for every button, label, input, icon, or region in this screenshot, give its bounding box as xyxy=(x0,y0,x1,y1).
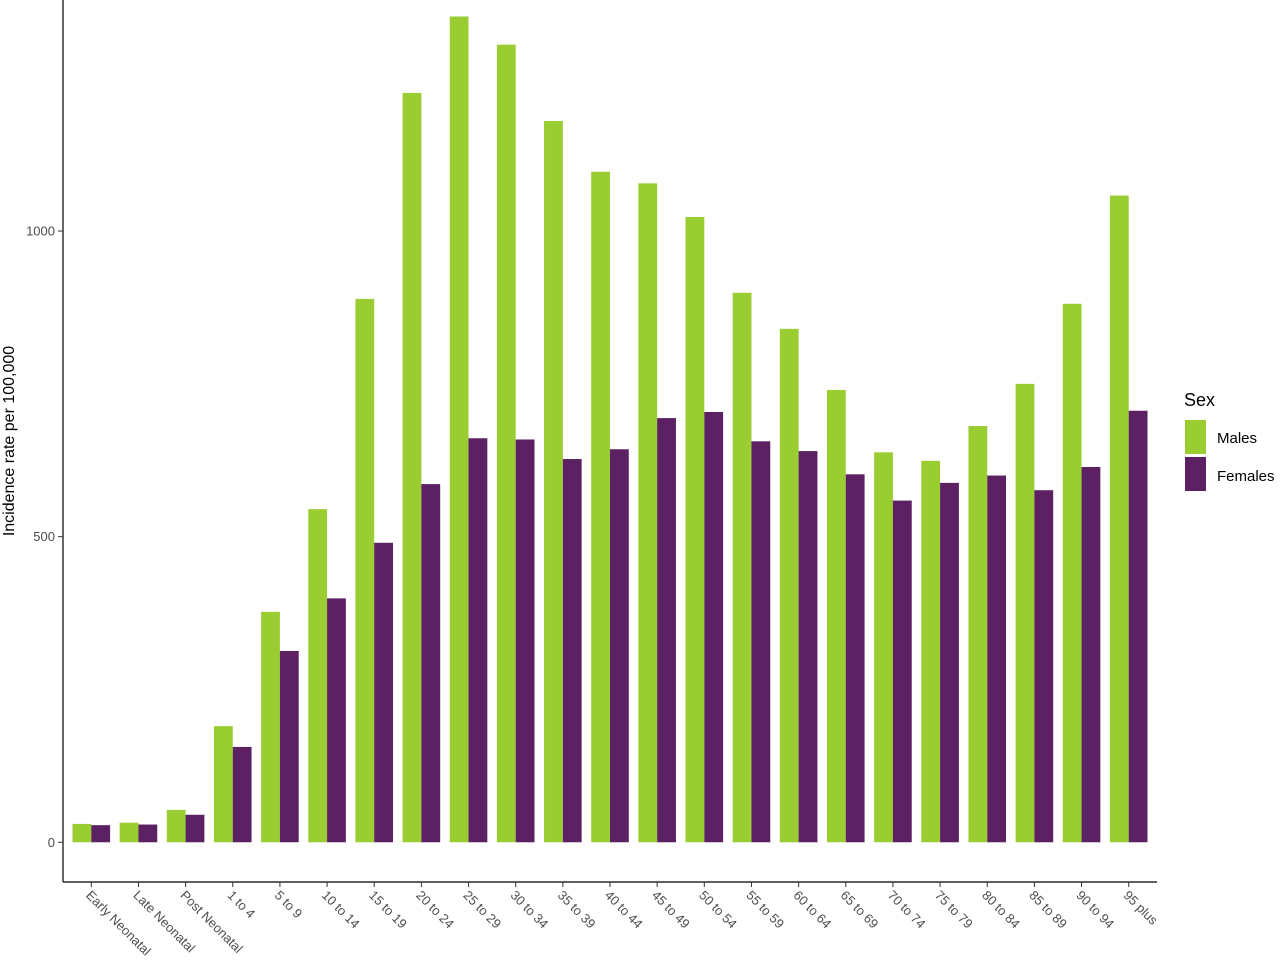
bar-males-12 xyxy=(638,183,658,843)
x-tick-label-21: 90 to 94 xyxy=(1073,888,1117,932)
legend: Sex Males Females xyxy=(1184,390,1275,491)
x-tick-label-4: 5 to 9 xyxy=(272,888,306,922)
bar-females-0 xyxy=(91,825,111,843)
x-tick-label-16: 65 to 69 xyxy=(838,888,882,932)
bar-females-3 xyxy=(232,746,252,843)
x-tick-label-20: 85 to 89 xyxy=(1026,888,1070,932)
bar-males-21 xyxy=(1062,303,1082,843)
y-axis-title: Incidence rate per 100,000 xyxy=(1,346,18,536)
x-tick-label-19: 80 to 84 xyxy=(979,888,1023,932)
x-tick-label-6: 15 to 19 xyxy=(366,888,410,932)
bar-females-19 xyxy=(987,475,1007,843)
bar-males-4 xyxy=(261,611,280,843)
bar-females-9 xyxy=(515,439,535,843)
bar-females-11 xyxy=(610,449,629,843)
bar-males-15 xyxy=(779,328,799,843)
bar-females-17 xyxy=(892,500,912,843)
bar-females-15 xyxy=(798,451,818,843)
y-tick-label-1: 500 xyxy=(33,529,55,544)
x-tick-label-8: 25 to 29 xyxy=(460,888,504,932)
x-tick-label-3: 1 to 4 xyxy=(225,888,259,922)
x-tick-label-22: 95 plus xyxy=(1121,888,1162,929)
x-tick-label-15: 60 to 64 xyxy=(790,888,834,932)
bar-females-21 xyxy=(1081,466,1101,843)
bar-females-6 xyxy=(374,542,394,843)
bar-males-8 xyxy=(449,16,469,843)
bar-females-2 xyxy=(185,814,205,843)
bar-males-3 xyxy=(213,726,233,843)
x-tick-label-9: 30 to 34 xyxy=(508,888,552,932)
bar-males-1 xyxy=(119,822,139,843)
bar-females-12 xyxy=(657,418,676,843)
bar-females-22 xyxy=(1128,410,1148,843)
bar-females-1 xyxy=(138,824,158,843)
legend-key-males xyxy=(1185,420,1206,454)
bar-females-10 xyxy=(562,459,582,843)
bar-males-10 xyxy=(544,121,563,843)
legend-key-females xyxy=(1185,457,1206,491)
x-tick-label-13: 50 to 54 xyxy=(696,888,740,932)
bar-males-11 xyxy=(591,171,610,843)
bar-females-18 xyxy=(940,482,959,843)
bar-males-0 xyxy=(72,823,92,843)
bar-females-13 xyxy=(704,411,724,843)
bar-females-20 xyxy=(1034,490,1054,843)
bar-females-4 xyxy=(279,650,299,843)
bar-males-17 xyxy=(874,452,893,843)
bar-males-14 xyxy=(732,292,752,843)
x-tick-label-17: 70 to 74 xyxy=(885,888,929,932)
bar-males-19 xyxy=(968,426,988,843)
bar-females-14 xyxy=(751,441,771,843)
x-tick-label-5: 10 to 14 xyxy=(319,888,363,932)
y-ticks-group: 0 500 1000 xyxy=(26,224,63,850)
bar-males-22 xyxy=(1109,195,1129,843)
bar-males-20 xyxy=(1015,383,1035,843)
bar-males-7 xyxy=(402,92,422,843)
bar-females-5 xyxy=(327,598,346,843)
legend-label-males: Males xyxy=(1217,430,1257,447)
legend-title: Sex xyxy=(1184,390,1215,410)
x-tick-label-14: 55 to 59 xyxy=(743,888,787,932)
bar-females-7 xyxy=(421,484,441,843)
x-tick-label-18: 75 to 79 xyxy=(932,888,976,932)
bar-males-18 xyxy=(921,460,941,843)
bar-males-13 xyxy=(685,216,705,843)
legend-label-females: Females xyxy=(1217,468,1275,485)
x-tick-label-10: 35 to 39 xyxy=(555,888,599,932)
bar-females-8 xyxy=(468,438,488,843)
y-tick-label-0: 0 xyxy=(48,835,55,850)
x-tick-label-11: 40 to 44 xyxy=(602,888,646,932)
y-tick-label-2: 1000 xyxy=(26,224,55,239)
bar-males-16 xyxy=(826,389,846,843)
bar-males-2 xyxy=(166,809,186,843)
bar-males-9 xyxy=(496,44,516,843)
bar-females-16 xyxy=(845,474,865,843)
bar-males-5 xyxy=(308,509,328,843)
bar-males-6 xyxy=(355,298,375,843)
x-tick-label-7: 20 to 24 xyxy=(413,888,457,932)
bars-group xyxy=(72,16,1148,843)
x-tick-label-12: 45 to 49 xyxy=(649,888,693,932)
